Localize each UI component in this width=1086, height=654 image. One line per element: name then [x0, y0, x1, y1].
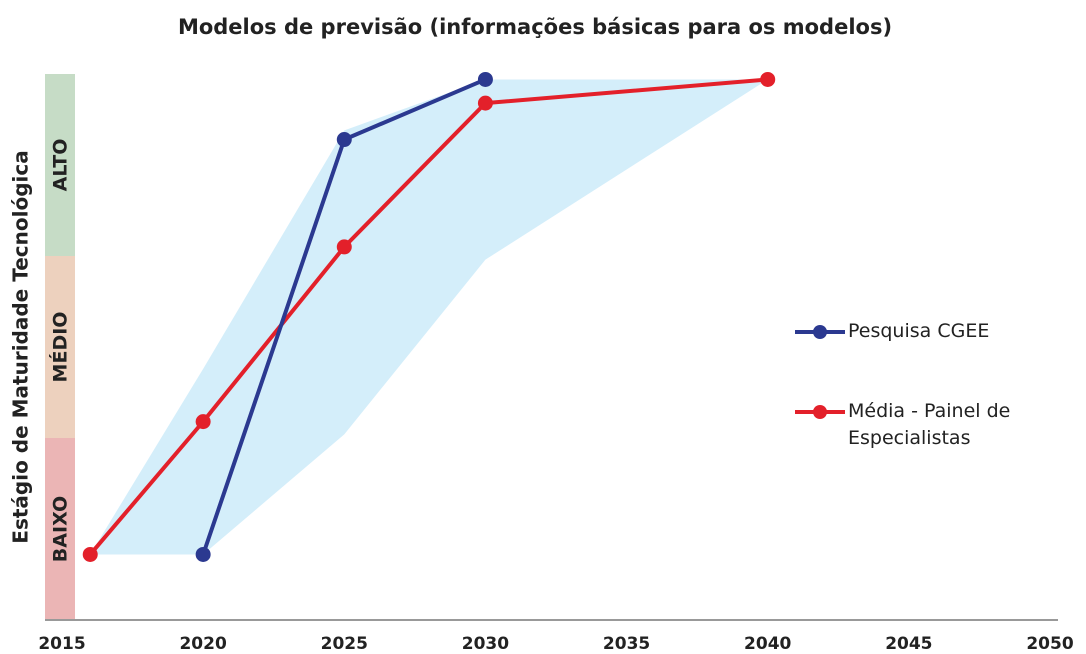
y-band-label: MÉDIO	[49, 312, 72, 383]
x-tick-label: 2040	[744, 634, 791, 654]
series-point	[336, 132, 352, 148]
series-point	[336, 239, 352, 255]
series-point	[760, 71, 776, 87]
y-band	[45, 256, 75, 438]
x-tick-label: 2035	[603, 634, 650, 654]
series-point	[195, 546, 211, 562]
legend-label: Média - Painel de Especialistas	[848, 400, 1011, 449]
y-axis-label: Estágio de Maturidade Tecnológica	[9, 150, 33, 543]
legend-swatch	[795, 325, 845, 339]
legend-item: Pesquisa CGEE	[795, 318, 1038, 345]
series-point	[477, 95, 493, 111]
y-band	[45, 74, 75, 256]
legend-marker	[813, 405, 827, 419]
legend-marker	[813, 325, 827, 339]
range-area	[90, 79, 768, 555]
y-band-label: BAIXO	[50, 496, 72, 562]
x-tick-label: 2015	[38, 634, 85, 654]
legend-label: Pesquisa CGEE	[848, 320, 990, 342]
series-point	[195, 414, 211, 430]
x-tick-label: 2045	[885, 634, 932, 654]
y-band	[45, 438, 75, 620]
x-tick-label: 2020	[179, 634, 226, 654]
x-tick-label: 2025	[321, 634, 368, 654]
series-point	[82, 546, 98, 562]
series-point	[477, 71, 493, 87]
y-band-label: ALTO	[50, 139, 72, 192]
x-tick-label: 2030	[462, 634, 509, 654]
chart-title: Modelos de previsão (informações básicas…	[178, 15, 892, 39]
x-tick-label: 2050	[1026, 634, 1073, 654]
legend-swatch	[795, 405, 845, 419]
legend-item: Média - Painel de Especialistas	[795, 398, 1038, 452]
